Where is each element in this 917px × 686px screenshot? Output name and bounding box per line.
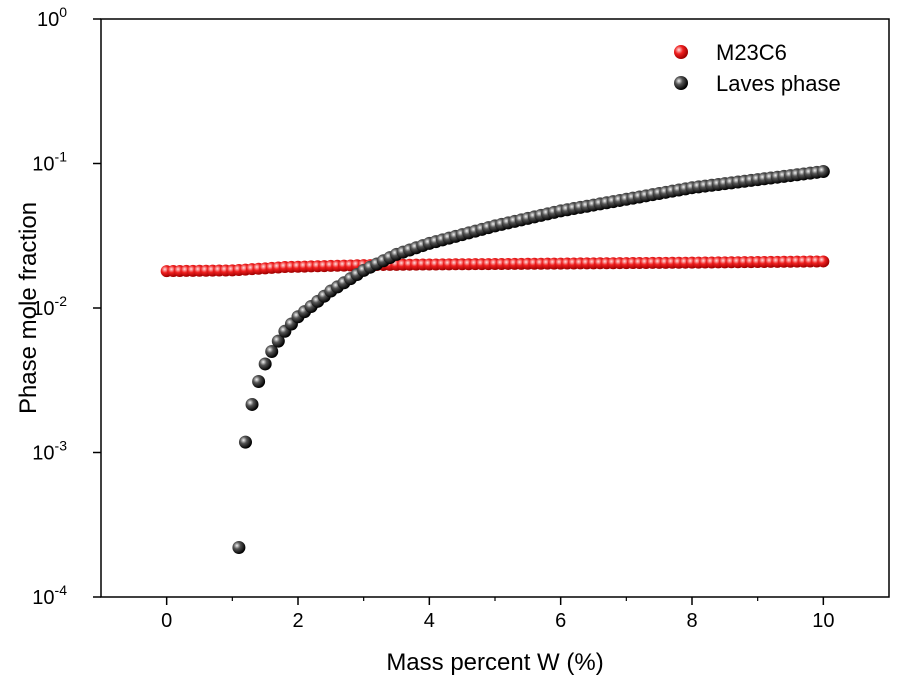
y-axis-title: Phase mole fraction bbox=[15, 202, 42, 414]
legend-marker-m23c6 bbox=[674, 45, 688, 59]
m23c6-point bbox=[817, 255, 830, 268]
laves-point bbox=[816, 165, 830, 179]
laves-point bbox=[258, 357, 272, 371]
y-tick-label: 10-3 bbox=[32, 438, 67, 465]
data-points bbox=[160, 165, 830, 555]
plot-frame bbox=[100, 18, 890, 598]
axis-ticks: 0 2 4 6 8 10 100 10-1 10-2 10-3 10-4 bbox=[32, 4, 834, 632]
x-tick-label: 4 bbox=[424, 610, 435, 632]
x-tick-label: 10 bbox=[812, 610, 834, 632]
y-tick-label: 10-2 bbox=[32, 293, 67, 320]
laves-point bbox=[265, 345, 279, 358]
legend: M23C6 Laves phase bbox=[674, 40, 841, 96]
laves-point bbox=[238, 435, 252, 449]
legend-label-m23c6: M23C6 bbox=[716, 40, 787, 65]
y-tick-label: 100 bbox=[37, 4, 67, 31]
laves-point bbox=[271, 334, 285, 348]
x-axis-title: Mass percent W (%) bbox=[386, 649, 603, 676]
x-tick-label: 2 bbox=[292, 610, 303, 632]
legend-marker-laves bbox=[674, 76, 688, 90]
y-tick-label: 10-1 bbox=[32, 149, 67, 176]
laves-point bbox=[232, 541, 246, 555]
x-tick-label: 6 bbox=[555, 610, 566, 632]
y-tick-label: 10-4 bbox=[32, 582, 67, 609]
laves-point bbox=[252, 375, 266, 388]
x-tick-label: 8 bbox=[686, 610, 697, 632]
legend-label-laves: Laves phase bbox=[716, 71, 841, 96]
laves-point bbox=[245, 397, 259, 411]
x-tick-label: 0 bbox=[161, 610, 172, 632]
